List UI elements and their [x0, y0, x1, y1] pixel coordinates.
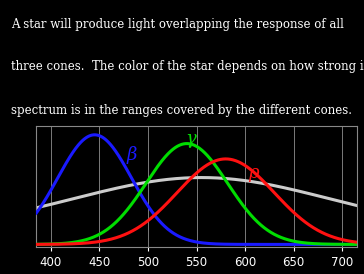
- Text: three cones.  The color of the star depends on how strong its: three cones. The color of the star depen…: [11, 60, 364, 73]
- Text: ρ: ρ: [248, 164, 259, 182]
- Text: spectrum is in the ranges covered by the different cones.: spectrum is in the ranges covered by the…: [11, 104, 352, 117]
- Text: γ: γ: [185, 130, 196, 148]
- Text: A star will produce light overlapping the response of all: A star will produce light overlapping th…: [11, 18, 344, 30]
- Text: β: β: [127, 145, 137, 164]
